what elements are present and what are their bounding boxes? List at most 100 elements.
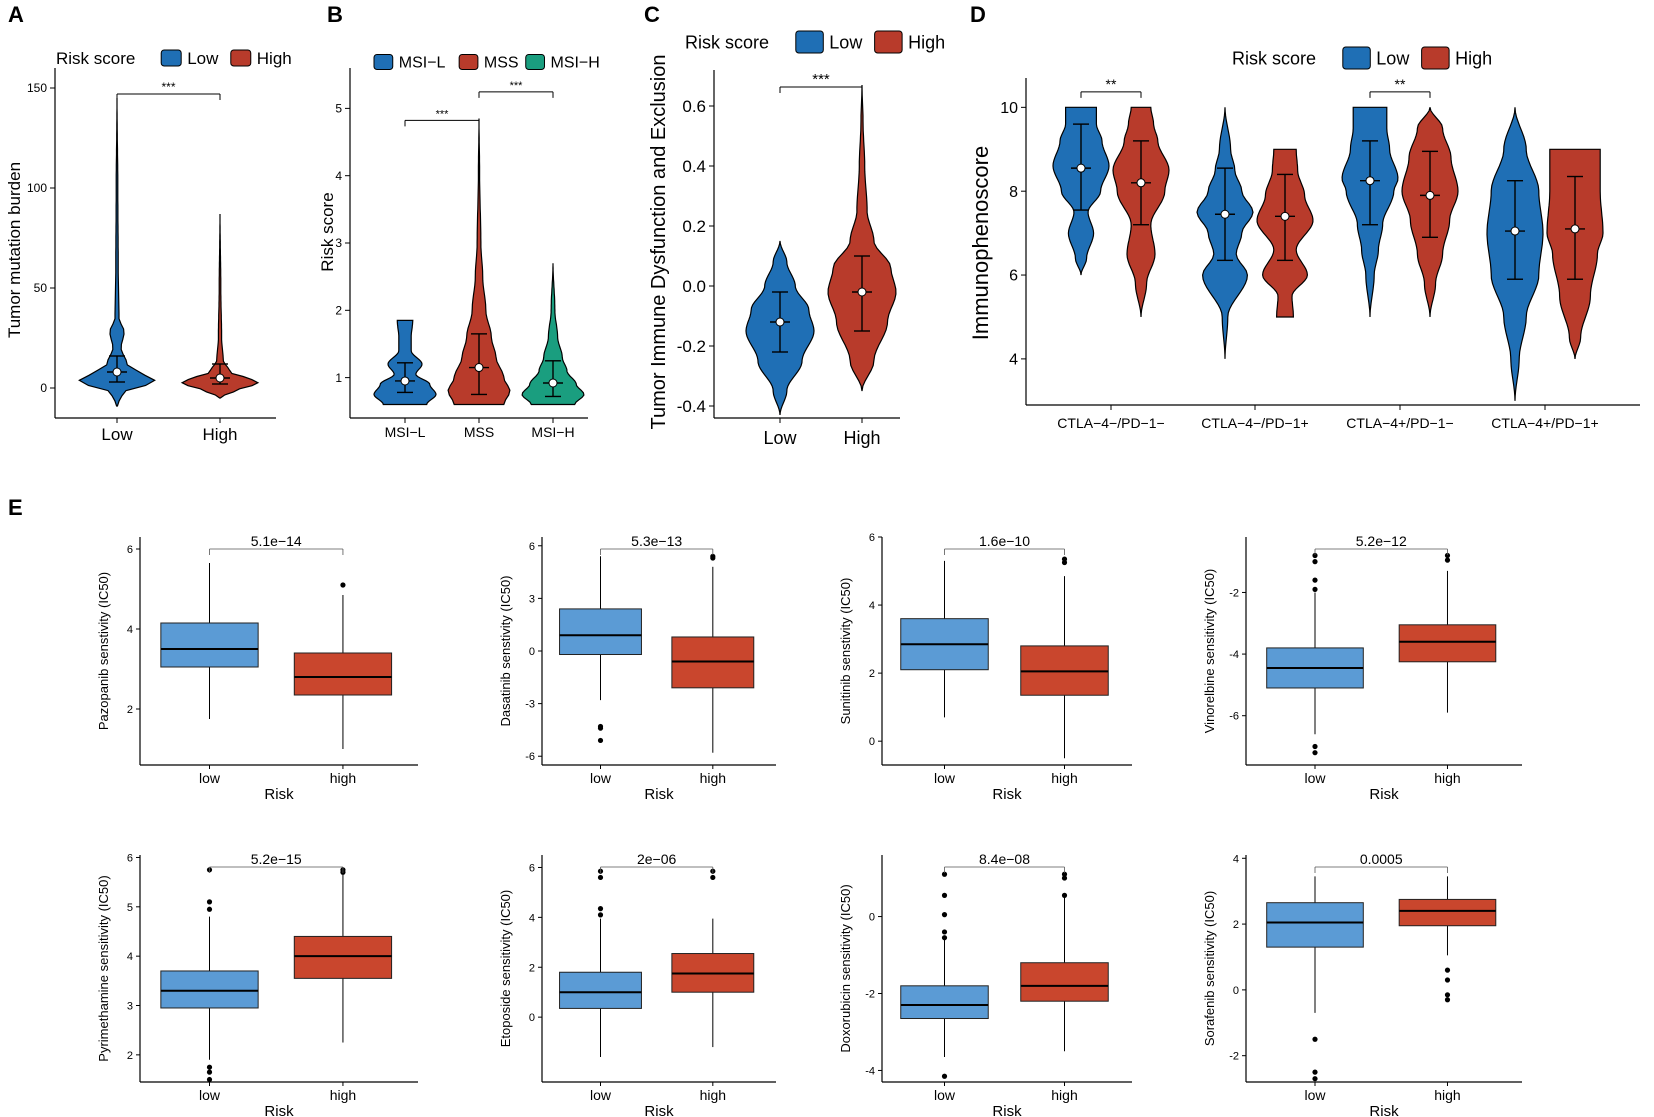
panel-b-xtick-label: MSS xyxy=(464,424,494,440)
panel-b-1-sig-label: *** xyxy=(436,108,450,120)
panel-b-ytick-label: 2 xyxy=(335,304,342,318)
panel-e-plot-8-xlabel: Risk xyxy=(1369,1103,1399,1117)
panel-a-Low-violin xyxy=(78,98,156,407)
panel-a-legend-label: High xyxy=(257,49,292,68)
panel-e-plot-7-pvalue: 8.4e−08 xyxy=(979,851,1030,867)
panel-e-plot-5-ytick-label: 2 xyxy=(127,1050,133,1062)
panel-d-ytick-label: 4 xyxy=(1009,351,1018,368)
panel-e-plot-2-ytick-label: -3 xyxy=(525,699,535,711)
panel-e-plot-3-high-outlier xyxy=(1061,556,1068,562)
panel-b-legend-key xyxy=(525,54,545,70)
panel-a-Low-median-point xyxy=(112,367,122,377)
panel-e-plot-3-xlabel: Risk xyxy=(992,786,1022,803)
panel-e-plot-3-xtick-label: high xyxy=(1051,770,1077,786)
panel-c-legend-key xyxy=(874,30,903,54)
panel-e-plot-1-ylabel: Pazopanib senstivity (IC50) xyxy=(96,572,111,730)
panel-d-Low-2-median-point xyxy=(1365,176,1375,186)
panel-d-xtick-label: CTLA−4+/PD−1+ xyxy=(1491,415,1598,431)
panel-e-plot-5-low-box xyxy=(160,970,259,1009)
panel-d-legend-key xyxy=(1421,46,1450,70)
panel-e-plot-4-low-outlier xyxy=(1312,586,1318,592)
panel-e-plot-7-xlabel: Risk xyxy=(992,1103,1022,1117)
panel-e-plot-8-ytick-label: 0 xyxy=(1233,985,1239,997)
panel-d-High-0-median-point xyxy=(1136,178,1146,188)
panel-e-plot-3-ylabel: Sunitinib senstivity (IC50) xyxy=(838,578,853,725)
panel-e-plot-8-low-outlier xyxy=(1312,1069,1318,1075)
panel-e-plot-3-ytick-label: 0 xyxy=(869,736,875,748)
panel-e-plot-5-low-outlier xyxy=(206,1076,213,1083)
panel-e-plot-5-low-outlier xyxy=(206,1064,213,1070)
panel-e-plot-5-ytick-label: 6 xyxy=(127,852,133,864)
panel-e-plot-6-ytick-label: 6 xyxy=(529,862,535,874)
panel-e-plot-4-xtick-label: high xyxy=(1434,770,1460,786)
panel-b-MSI−H-violin xyxy=(521,263,585,406)
panel-e-plot-2-low-outlier xyxy=(597,737,604,744)
panel-e-plot-6-xtick-label: low xyxy=(590,1087,612,1103)
panel-e-plot-7-high-outlier xyxy=(1061,892,1068,898)
panel-e-plot-4-low-outlier xyxy=(1312,577,1318,583)
panel-c-High-median-point xyxy=(857,287,867,297)
panel-b-ytick-label: 1 xyxy=(335,371,342,385)
panel-label-c: C xyxy=(644,2,660,27)
panel-e-plot-2-high-outlier xyxy=(710,553,716,559)
panel-a-ytick-label: 50 xyxy=(34,281,48,295)
panel-a-legend-key xyxy=(160,49,182,67)
panel-d-legend-label: High xyxy=(1455,48,1492,68)
panel-b-ytick-label: 5 xyxy=(335,102,342,116)
panel-e-plot-4-pvalue: 5.2e−12 xyxy=(1356,533,1407,549)
panel-c-sig-label: *** xyxy=(812,71,830,88)
panel-e-plot-8-xtick-label: high xyxy=(1434,1087,1460,1103)
panel-e-plot-2-ylabel: Dasatinib senstivity (IC50) xyxy=(498,576,513,727)
panel-d-legend-title: Risk score xyxy=(1232,48,1316,68)
panel-a-sig-label: *** xyxy=(161,80,175,94)
panel-a-ytick-label: 0 xyxy=(40,381,47,395)
panel-c-legend-key xyxy=(795,30,824,54)
panel-e-plot-8-high-box xyxy=(1398,898,1497,927)
panel-a-legend-key xyxy=(230,49,252,67)
panel-e-plot-6-pvalue: 2e−06 xyxy=(637,851,677,867)
panel-e-plot-4-ylabel: Vinorelbine sensitivity (IC50) xyxy=(1202,569,1217,734)
panel-a-ylabel: Tumor mutation burden xyxy=(5,162,24,338)
panel-e-plot-4-low-outlier xyxy=(1312,552,1318,559)
panel-label-a: A xyxy=(8,2,24,27)
panel-e-plot-6-xtick-label: high xyxy=(700,1087,726,1103)
panel-b-xtick-label: MSI−H xyxy=(531,424,574,440)
panel-e-plot-7-high-box xyxy=(1020,962,1109,1002)
panel-d-Low-0-median-point xyxy=(1076,163,1086,173)
panel-e-plot-6-low-outlier xyxy=(597,912,604,918)
panel-a-xtick-label: High xyxy=(203,425,238,444)
panel-e-plot-5-pvalue: 5.2e−15 xyxy=(251,851,302,867)
panel-e-plot-1-xtick-label: low xyxy=(199,770,221,786)
panel-e-plot-5-ytick-label: 3 xyxy=(127,1001,133,1013)
panel-e-plot-3-ytick-label: 6 xyxy=(869,532,875,544)
panel-d-High-2-median-point xyxy=(1425,190,1435,200)
panel-a-High-violin xyxy=(180,214,260,399)
panel-e-plot-6-low-outlier xyxy=(597,874,604,881)
panel-c-ylabel: Tumor Immune Dysfunction and Exclusion xyxy=(648,55,670,430)
panel-e-plot-6-ylabel: Etoposide sensitivity (IC50) xyxy=(498,890,513,1048)
panel-e-plot-2-xtick-label: high xyxy=(700,770,726,786)
panel-d-High-3-median-point xyxy=(1570,224,1580,234)
panel-label-e: E xyxy=(8,495,23,520)
panel-e-plot-7-xtick-label: low xyxy=(934,1087,956,1103)
panel-e-plot-2-ytick-label: 3 xyxy=(529,593,535,605)
panel-e-plot-2-xlabel: Risk xyxy=(644,786,674,803)
panel-c-ytick-label: 0.2 xyxy=(682,217,706,236)
panel-d-legend-key xyxy=(1342,46,1371,70)
panel-e-plot-3-ytick-label: 4 xyxy=(869,600,875,612)
panel-e-plot-4-ytick-label: -6 xyxy=(1229,711,1239,723)
panel-e-plot-7-ytick-label: -4 xyxy=(865,1065,875,1077)
panel-e-plot-5-ytick-label: 5 xyxy=(127,902,133,914)
panel-a-xtick-label: Low xyxy=(101,425,133,444)
panel-b-xtick-label: MSI−L xyxy=(385,424,426,440)
panel-c-ytick-label: 0.0 xyxy=(682,277,706,296)
panel-e-plot-6-ytick-label: 4 xyxy=(529,912,535,924)
panel-d-Low-3-median-point xyxy=(1510,226,1520,236)
panel-e-plot-8-low-outlier xyxy=(1312,1036,1318,1042)
panel-e-plot-1-low-box xyxy=(160,622,259,668)
panel-c-Low-median-point xyxy=(775,317,785,327)
panel-d-ytick-label: 6 xyxy=(1009,268,1018,285)
panel-d-xtick-label: CTLA−4−/PD−1+ xyxy=(1201,415,1308,431)
panel-e-plot-7-high-outlier xyxy=(1061,871,1068,877)
